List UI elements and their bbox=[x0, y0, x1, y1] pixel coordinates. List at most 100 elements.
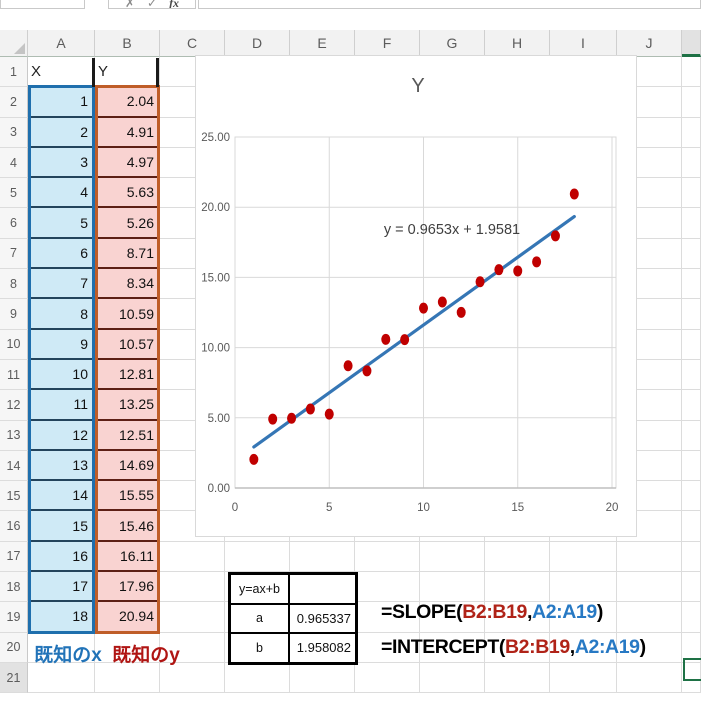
cell-B18[interactable]: 17.96 bbox=[95, 572, 160, 603]
cell-empty[interactable] bbox=[160, 602, 225, 633]
cell-B19[interactable]: 20.94 bbox=[95, 602, 160, 633]
cell-empty[interactable] bbox=[485, 572, 550, 603]
regression-table-header[interactable]: y=ax+b bbox=[230, 574, 289, 604]
cell-empty[interactable] bbox=[682, 117, 701, 148]
cell-B17[interactable]: 16.11 bbox=[95, 541, 160, 573]
cell-empty[interactable] bbox=[160, 662, 225, 694]
cell-empty[interactable] bbox=[682, 147, 701, 179]
row-header-17[interactable]: 17 bbox=[0, 541, 28, 573]
chart-title[interactable]: Y bbox=[411, 75, 424, 97]
cell-empty[interactable] bbox=[682, 208, 701, 239]
cell-A7[interactable]: 6 bbox=[28, 238, 95, 270]
cell-B6[interactable]: 5.26 bbox=[95, 208, 160, 239]
row-header-18[interactable]: 18 bbox=[0, 572, 28, 603]
cell-empty[interactable] bbox=[682, 420, 701, 451]
cell-A19[interactable]: 18 bbox=[28, 602, 95, 633]
row-header-19[interactable]: 19 bbox=[0, 602, 28, 633]
cell-B4[interactable]: 4.97 bbox=[95, 147, 160, 179]
slope-formula[interactable]: =SLOPE(B2:B19,A2:A19) bbox=[381, 601, 603, 624]
cell-empty[interactable] bbox=[95, 632, 160, 663]
cell-empty[interactable] bbox=[290, 662, 355, 694]
cell-B3[interactable]: 4.91 bbox=[95, 117, 160, 148]
column-header-B[interactable]: B bbox=[95, 30, 160, 57]
known-x-label[interactable]: 既知のx bbox=[34, 645, 102, 666]
cell-empty[interactable] bbox=[355, 602, 420, 633]
cell-B1[interactable]: Y bbox=[95, 57, 160, 88]
cell-A8[interactable]: 7 bbox=[28, 269, 95, 300]
row-header-21[interactable]: 21 bbox=[0, 662, 28, 694]
column-header-I[interactable]: I bbox=[550, 30, 617, 57]
intercept-label[interactable]: b bbox=[230, 633, 289, 663]
formula-input[interactable] bbox=[198, 0, 701, 9]
cell-empty[interactable] bbox=[485, 662, 550, 694]
row-header-7[interactable]: 7 bbox=[0, 238, 28, 270]
row-header-15[interactable]: 15 bbox=[0, 481, 28, 512]
cell-empty[interactable] bbox=[160, 632, 225, 663]
cell-empty[interactable] bbox=[682, 87, 701, 118]
cell-empty[interactable] bbox=[617, 602, 682, 633]
cell-empty[interactable] bbox=[682, 450, 701, 482]
cell-empty[interactable] bbox=[290, 541, 355, 573]
slope-label[interactable]: a bbox=[230, 603, 289, 633]
intercept-formula[interactable]: =INTERCEPT(B2:B19,A2:A19) bbox=[381, 636, 646, 659]
cell-empty[interactable] bbox=[682, 359, 701, 391]
cell-empty[interactable] bbox=[420, 572, 485, 603]
cell-A12[interactable]: 11 bbox=[28, 390, 95, 421]
active-cell-selection[interactable] bbox=[683, 658, 701, 681]
cell-empty[interactable] bbox=[682, 329, 701, 360]
cell-empty[interactable] bbox=[225, 662, 290, 694]
known-y-label[interactable]: 既知のy bbox=[112, 645, 180, 666]
cell-B15[interactable]: 15.55 bbox=[95, 481, 160, 512]
cell-empty[interactable] bbox=[550, 632, 617, 663]
column-header-H[interactable]: H bbox=[485, 30, 550, 57]
row-header-12[interactable]: 12 bbox=[0, 390, 28, 421]
scatter-points[interactable] bbox=[249, 188, 579, 465]
cell-B13[interactable]: 12.51 bbox=[95, 420, 160, 451]
cell-A2[interactable]: 1 bbox=[28, 87, 95, 118]
row-header-9[interactable]: 9 bbox=[0, 299, 28, 330]
cell-empty[interactable] bbox=[28, 632, 95, 663]
row-header-14[interactable]: 14 bbox=[0, 450, 28, 482]
insert-function-icon[interactable]: fx bbox=[169, 0, 180, 9]
cell-empty[interactable] bbox=[355, 572, 420, 603]
regression-table-header-value[interactable] bbox=[289, 574, 356, 604]
cell-A9[interactable]: 8 bbox=[28, 299, 95, 330]
column-header-G[interactable]: G bbox=[420, 30, 485, 57]
cell-A3[interactable]: 2 bbox=[28, 117, 95, 148]
cell-A18[interactable]: 17 bbox=[28, 572, 95, 603]
cell-empty[interactable] bbox=[682, 269, 701, 300]
cell-empty[interactable] bbox=[420, 541, 485, 573]
cell-empty[interactable] bbox=[550, 602, 617, 633]
row-header-20[interactable]: 20 bbox=[0, 632, 28, 663]
cell-empty[interactable] bbox=[550, 662, 617, 694]
cell-empty[interactable] bbox=[355, 632, 420, 663]
cell-A14[interactable]: 13 bbox=[28, 450, 95, 482]
row-header-4[interactable]: 4 bbox=[0, 147, 28, 179]
cell-empty[interactable] bbox=[160, 541, 225, 573]
cell-empty[interactable] bbox=[485, 632, 550, 663]
cell-empty[interactable] bbox=[225, 541, 290, 573]
cell-A11[interactable]: 10 bbox=[28, 359, 95, 391]
cell-A15[interactable]: 14 bbox=[28, 481, 95, 512]
cell-B14[interactable]: 14.69 bbox=[95, 450, 160, 482]
cancel-icon[interactable]: ✗ bbox=[124, 0, 135, 9]
cell-empty[interactable] bbox=[682, 390, 701, 421]
trendline[interactable] bbox=[252, 214, 576, 449]
cell-empty[interactable] bbox=[28, 662, 95, 694]
cell-empty[interactable] bbox=[550, 541, 617, 573]
enter-icon[interactable]: ✓ bbox=[147, 0, 158, 9]
cell-empty[interactable] bbox=[420, 662, 485, 694]
cell-empty[interactable] bbox=[485, 602, 550, 633]
cell-A13[interactable]: 12 bbox=[28, 420, 95, 451]
cell-B5[interactable]: 5.63 bbox=[95, 178, 160, 209]
cell-A17[interactable]: 16 bbox=[28, 541, 95, 573]
column-header-F[interactable]: F bbox=[355, 30, 420, 57]
row-header-13[interactable]: 13 bbox=[0, 420, 28, 451]
cell-A10[interactable]: 9 bbox=[28, 329, 95, 360]
cell-empty[interactable] bbox=[95, 662, 160, 694]
cell-B2[interactable]: 2.04 bbox=[95, 87, 160, 118]
cell-B10[interactable]: 10.57 bbox=[95, 329, 160, 360]
column-header-J[interactable]: J bbox=[617, 30, 682, 57]
column-header-A[interactable]: A bbox=[28, 30, 95, 57]
